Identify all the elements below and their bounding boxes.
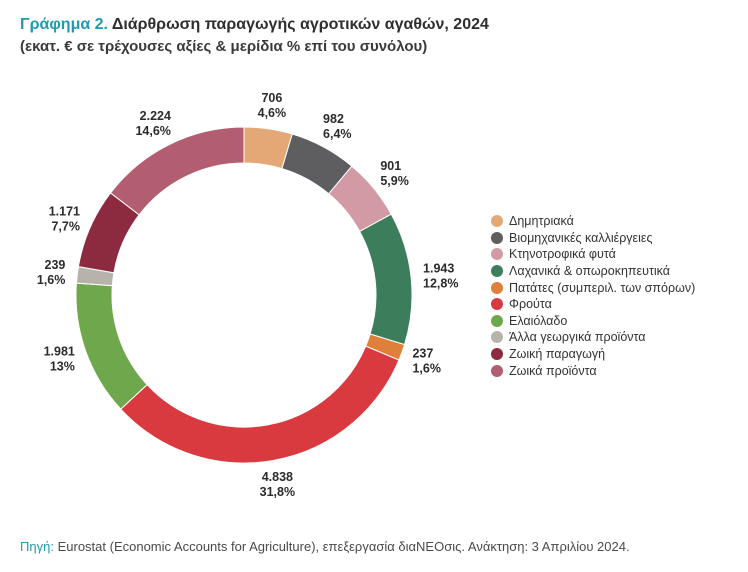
legend-swatch-2: [491, 231, 503, 244]
legend-swatch-4: [491, 265, 503, 278]
chart-subtitle: (εκατ. € σε τρέχουσες αξίες & μερίδια % …: [20, 38, 428, 55]
legend-label-5: Πατάτες (συμπεριλ. των σπόρων): [509, 280, 696, 295]
value-label-6: 4.838: [262, 470, 293, 484]
legend-swatch-5: [491, 281, 503, 294]
legend-item-10: Ζωικά προϊόντα: [491, 362, 695, 379]
legend-item-2: Βιομηχανικές καλλιέργειες: [491, 230, 695, 247]
value-label-4: 1.943: [423, 262, 454, 276]
donut-slice-6: [120, 345, 400, 464]
legend-swatch-10: [491, 364, 503, 377]
share-label-10: 14,6%: [135, 124, 170, 138]
legend-item-3: Κτηνοτροφικά φυτά: [491, 246, 695, 263]
legend-item-1: Δημητριακά: [491, 213, 695, 230]
legend-label-2: Βιομηχανικές καλλιέργειες: [509, 230, 653, 245]
legend-item-6: Φρούτα: [491, 296, 695, 313]
legend-swatch-8: [491, 331, 503, 344]
legend-item-4: Λαχανικά & οπωροκηπευτικά: [491, 263, 695, 280]
share-label-4: 12,8%: [423, 277, 458, 291]
share-label-3: 5,9%: [380, 174, 409, 188]
legend-item-8: Άλλα γεωργικά προϊόντα: [491, 329, 695, 346]
chart-title: Γράφημα 2. Διάρθρωση παραγωγής αγροτικών…: [20, 14, 489, 36]
share-label-8: 1,6%: [37, 273, 66, 287]
share-label-1: 4,6%: [258, 106, 287, 120]
share-label-7: 13%: [50, 360, 75, 374]
share-label-5: 1,6%: [412, 362, 441, 376]
legend-item-9: Ζωική παραγωγή: [491, 346, 695, 363]
legend-label-9: Ζωική παραγωγή: [509, 347, 606, 362]
legend-swatch-1: [491, 215, 503, 228]
share-label-2: 6,4%: [323, 127, 352, 141]
donut-slice-10: [109, 126, 245, 216]
legend-swatch-7: [491, 314, 503, 327]
legend-item-7: Ελαιόλαδο: [491, 313, 695, 330]
legend-swatch-9: [491, 348, 503, 361]
source-label: Πηγή:: [20, 539, 54, 554]
value-label-9: 1.171: [49, 204, 80, 218]
source-note: Πηγή: Eurostat (Economic Accounts for Ag…: [20, 539, 630, 554]
legend-label-8: Άλλα γεωργικά προϊόντα: [509, 330, 646, 345]
chart-title-prefix: Γράφημα 2.: [20, 16, 108, 33]
legend-item-5: Πατάτες (συμπεριλ. των σπόρων): [491, 279, 695, 296]
value-label-10: 2.224: [140, 109, 171, 123]
chart-title-text: Διάρθρωση παραγωγής αγροτικών αγαθών, 20…: [111, 16, 489, 33]
chart-header: Γράφημα 2. Διάρθρωση παραγωγής αγροτικών…: [20, 14, 489, 58]
legend-swatch-6: [491, 298, 503, 311]
share-label-9: 7,7%: [51, 219, 80, 233]
legend-label-3: Κτηνοτροφικά φυτά: [509, 247, 616, 262]
legend-label-1: Δημητριακά: [509, 214, 574, 229]
donut-slice-7: [75, 282, 148, 410]
value-label-3: 901: [380, 159, 401, 173]
legend-swatch-3: [491, 248, 503, 261]
share-label-6: 31,8%: [260, 485, 295, 499]
value-label-7: 1.981: [44, 345, 75, 359]
legend-label-7: Ελαιόλαδο: [509, 313, 568, 328]
chart-legend: Δημητριακά Βιομηχανικές καλλιέργειες Κτηνο…: [491, 213, 695, 379]
legend-label-10: Ζωικά προϊόντα: [509, 363, 597, 378]
value-label-5: 237: [412, 347, 433, 361]
donut-slice-4: [359, 213, 413, 346]
value-label-8: 239: [45, 258, 66, 272]
value-label-1: 706: [261, 91, 282, 105]
value-label-2: 982: [323, 112, 344, 126]
source-text: Eurostat (Economic Accounts for Agricult…: [57, 539, 630, 554]
legend-label-4: Λαχανικά & οπωροκηπευτικά: [509, 264, 670, 279]
legend-label-6: Φρούτα: [509, 297, 552, 312]
